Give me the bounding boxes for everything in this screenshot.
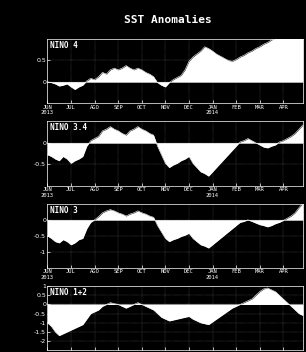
Text: NINO 1+2: NINO 1+2	[50, 288, 87, 297]
Text: NINO 4: NINO 4	[50, 41, 78, 50]
Text: SST Anomalies: SST Anomalies	[125, 15, 212, 25]
Text: NINO 3.4: NINO 3.4	[50, 123, 87, 132]
Text: NINO 3: NINO 3	[50, 206, 78, 215]
